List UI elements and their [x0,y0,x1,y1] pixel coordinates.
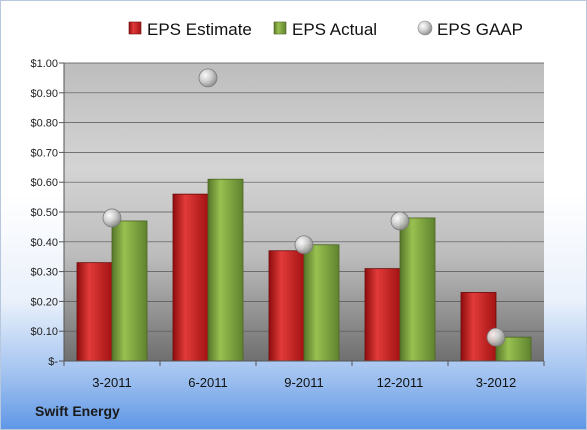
y-axis: $1.00 $0.90 $0.80 $0.70 $0.60 $0.50 $0.40 $0.30… [30,58,65,368]
legend: EPS Estimate EPS Actual EPS GAAP [128,20,523,39]
bar-eps-actual-3-2011 [111,220,148,362]
bar-eps-actual-12-2011 [399,217,436,362]
marker-eps-gaap-6-2011 [198,68,218,88]
x-tick-label: 6-2011 [188,375,228,390]
x-tick-label: 9-2011 [284,375,324,390]
x-tick-label: 3-2012 [476,375,516,390]
legend-swatch-eps-actual [273,21,287,35]
y-tick-label: $0.90 [30,88,58,100]
y-tick-label: $0.70 [30,147,58,159]
x-axis: 3-2011 6-2011 9-2011 12-2011 3-2012 [63,360,545,390]
gaap-markers [102,68,506,347]
marker-eps-gaap-9-2011 [294,235,314,255]
y-tick-label: $0.10 [30,326,58,338]
bar-eps-actual-9-2011 [303,244,340,362]
bar-eps-estimate-6-2011 [172,193,209,362]
y-tick-label: $0.30 [30,267,58,279]
legend-label: EPS GAAP [437,20,523,39]
marker-eps-gaap-12-2011 [390,211,410,231]
legend-label: EPS Estimate [147,20,252,39]
bar-eps-estimate-3-2011 [76,262,113,362]
bar-eps-estimate-9-2011 [268,250,305,362]
y-tick-label: $0.60 [30,177,58,189]
legend-swatch-eps-estimate [128,21,142,35]
legend-swatch-eps-gaap [417,20,433,36]
y-tick-label: $1.00 [30,58,58,70]
y-tick-label: $0.80 [30,118,58,130]
legend-label: EPS Actual [292,20,377,39]
marker-eps-gaap-3-2012 [486,327,506,347]
y-tick-label: $0.50 [30,207,58,219]
bar-eps-actual-6-2011 [207,178,244,362]
x-tick-label: 3-2011 [92,375,132,390]
x-tick-label: 12-2011 [377,375,424,390]
y-tick-label: $0.40 [30,237,58,249]
bar-eps-estimate-3-2012 [460,292,497,362]
company-name: Swift Energy [35,403,120,419]
bar-eps-estimate-12-2011 [364,268,401,362]
marker-eps-gaap-3-2011 [102,208,122,228]
y-tick-label: $- [48,356,58,368]
y-tick-label: $0.20 [30,296,58,308]
